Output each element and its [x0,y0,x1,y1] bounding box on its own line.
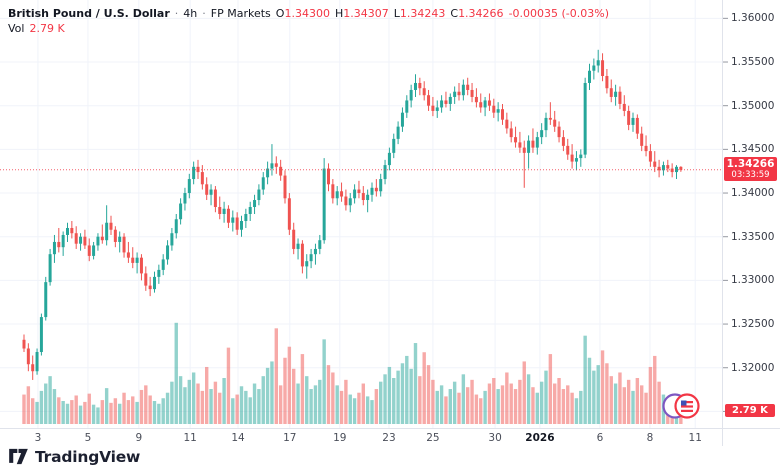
close-label: C [450,7,459,20]
volume-badge: 2.79 K [725,404,775,417]
low-value: 1.34243 [399,7,446,20]
time-axis-label: 3 [34,432,42,444]
price-axis[interactable]: 1.34266 03:33:59 2.79 K 1.36000 1.35500 1.… [722,0,780,446]
economic-event-flag-icon[interactable] [662,391,704,425]
last-price-value: 1.34266 [726,157,775,170]
bar-countdown: 03:33:59 [731,169,770,180]
price-axis-label: 1.33500 [731,230,775,243]
open-label: O [275,7,285,20]
time-axis-label: 11 [183,432,197,444]
high-label: H [334,7,344,20]
time-axis-label: 14 [231,432,245,444]
tradingview-logo-text: TradingView [35,447,141,466]
time-axis-label: 11 [688,432,702,444]
time-axis-label: 25 [426,432,440,444]
time-axis-label: 17 [283,432,297,444]
price-axis-label: 1.36000 [731,12,775,25]
time-axis[interactable]: 3 5 9 11 14 17 19 23 25 30 2026 6 8 11 [0,428,722,446]
price-axis-label: 1.35500 [731,56,775,69]
grid [0,0,722,428]
tradingview-logo[interactable]: TradingView [8,447,140,466]
price-axis-label: 1.34500 [731,143,775,156]
chart-legend: British Pound / U.S. Dollar · 4h · FP Ma… [8,6,614,36]
legend-separator: · [202,7,206,20]
change-value: -0.00035 (-0.03%) [508,7,610,20]
time-axis-label: 9 [135,432,143,444]
time-axis-label: 23 [382,432,396,444]
high-value: 1.34307 [343,7,389,20]
volume-series [22,322,683,424]
time-axis-label: 6 [596,432,604,444]
close-value: 1.34266 [458,7,504,20]
price-axis-label: 1.34000 [731,187,775,200]
legend-separator: · [174,7,179,20]
price-axis-label: 1.33000 [731,274,775,287]
time-axis-label: 19 [333,432,347,444]
last-price-badge: 1.34266 03:33:59 [724,156,777,181]
price-axis-label: 1.35000 [731,99,775,112]
symbol-title[interactable]: British Pound / U.S. Dollar [8,7,170,20]
interval-label[interactable]: 4h [183,7,198,20]
provider-label: FP Markets [210,7,271,20]
low-label: L [393,7,400,20]
volume-legend-value: 2.79 K [29,22,65,35]
price-axis-label: 1.32500 [731,318,775,331]
time-axis-label: 2026 [525,432,555,444]
time-axis-label: 8 [646,432,654,444]
tradingview-logo-icon [9,448,28,465]
open-value: 1.34300 [284,7,330,20]
time-axis-label: 5 [84,432,92,444]
time-axis-label: 30 [488,432,502,444]
candlestick-series [22,49,683,380]
volume-legend-label: Vol [8,22,25,35]
price-axis-label: 1.32000 [731,361,775,374]
